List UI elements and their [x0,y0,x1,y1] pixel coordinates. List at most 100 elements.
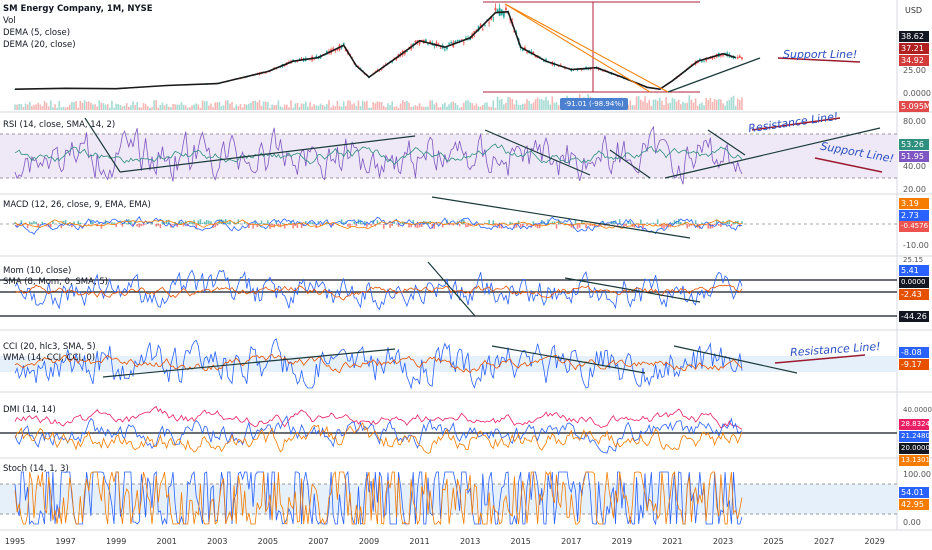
volume-bar [734,105,737,110]
volume-bar [361,100,364,110]
dmi-tick: 40.0000 [903,406,932,414]
macd-hist-bar [675,220,678,224]
volume-bar [412,106,415,110]
volume-bar [83,100,86,110]
macd-hist-bar [214,224,216,228]
volume-bar [667,103,670,110]
cci-trendline-3 [673,345,798,374]
volume-bar [707,100,710,110]
macd-hist-bar [197,220,200,224]
volume-bar [680,104,682,110]
volume-bar [690,99,693,110]
macd-hist-bar [545,223,547,224]
macd-hist-bar [412,220,415,224]
macd-hist-bar [155,224,157,227]
volume-bar [555,102,558,110]
price-tag-last: 34.92 [899,55,929,66]
volume-bar [441,103,444,110]
candle-body [336,49,339,50]
volume-bar [686,102,688,110]
candle-body [701,61,703,62]
mom-trendline-1 [427,261,476,317]
macd-hist-bar [87,224,90,225]
volume-bar [401,100,404,110]
candle-body [403,51,406,54]
volume-bar [404,101,406,110]
volume-bar [294,103,297,110]
volume-bar [532,102,535,110]
stoch-d-line [14,470,743,526]
price-tag-high: 38.62 [899,31,929,42]
volume-bar [631,105,634,110]
candle-body [406,51,408,52]
macd-hist-bar [349,224,351,228]
volume-bar [298,106,301,110]
volume-bar [349,100,351,110]
macd-hist-bar [612,220,615,224]
volume-bar [677,99,680,110]
macd-hist-bar [665,224,667,227]
volume-bar [138,107,141,110]
volume-bar [127,106,130,110]
rsi-trendline-1 [119,135,416,173]
volume-bar [347,100,349,110]
macd-hist-bar [484,222,486,224]
macd-hist-bar [73,221,75,224]
candle-body [465,37,467,39]
candle-body [269,71,271,73]
macd-hist-bar [559,221,562,224]
volume-bar [543,100,545,110]
volume-bar [503,104,505,110]
candle-body [722,55,724,56]
rsi-trendline-5 [707,129,746,156]
volume-bar [256,102,259,110]
x-tick-label: 2013 [460,537,480,546]
macd-hist-bar [500,224,503,229]
candle-body [380,69,383,70]
candle-body [243,77,246,79]
volume-bar [692,102,695,110]
volume-bar [229,103,231,110]
macd-hist-bar [604,224,606,227]
volume-bar [149,107,151,110]
volume-bar [73,102,75,110]
volume-bar [66,106,69,110]
volume-bar [494,107,497,110]
macd-hist-bar [585,224,587,229]
mom-low-tag: -44.26 [899,311,929,322]
volume-bar [216,102,219,110]
macd-hist-bar [553,221,556,224]
dmi-adx-line [14,405,743,430]
macd-hist-bar [309,220,311,224]
volume-bar [307,106,309,110]
macd-hist-bar [728,219,731,224]
macd-hist-bar [536,224,539,229]
volume-bar [203,101,206,110]
volume-bar [473,105,476,110]
macd-hist-bar [663,224,665,229]
currency-label[interactable]: USD [905,6,923,15]
macd-hist-bar [330,224,332,227]
volume-bar [275,104,278,110]
macd-hist-bar [71,224,73,228]
candle-body [724,52,727,54]
volume-bar [540,99,543,110]
macd-hist-bar [184,220,187,224]
rsi-trendline-3 [609,149,651,179]
dmi-plus-line [14,415,743,454]
volume-bar [446,106,448,110]
macd-hist-bar [201,222,204,224]
macd-hist-bar [58,222,61,224]
volume-bar [45,102,48,110]
volume-bar [444,102,446,110]
macd-hist-bar [176,224,179,228]
mom-trendline-2 [564,277,701,303]
macd-hist-bar [220,219,223,224]
candle-body [601,70,604,72]
macd-hist-bar [332,224,334,226]
mom-legend: Mom (10, close) [3,266,72,276]
stoch-legend: Stoch (14, 1, 3) [3,464,69,474]
macd-hist-bar [382,224,385,229]
macd-hist-bar [340,219,343,224]
macd-hist-bar [616,224,619,227]
